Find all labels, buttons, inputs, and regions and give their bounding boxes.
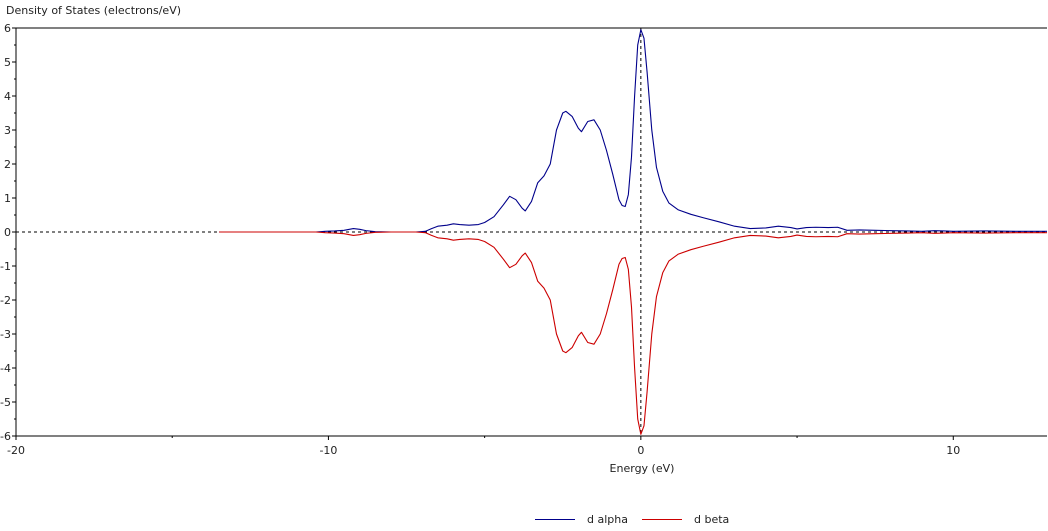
- legend-swatch-d-alpha: [535, 519, 575, 520]
- y-tick-label: -1: [0, 260, 11, 273]
- legend-label-d-beta: d beta: [693, 513, 730, 526]
- x-tick-label: -10: [319, 444, 337, 457]
- y-tick-label: -5: [0, 396, 11, 409]
- y-tick-label: -3: [0, 328, 11, 341]
- y-tick-label: 4: [4, 90, 11, 103]
- series-lines: [219, 29, 1047, 435]
- y-tick-label: -6: [0, 430, 11, 443]
- legend: d alpha d beta: [535, 513, 743, 526]
- series-line-d-alpha: [219, 29, 1047, 233]
- y-tick-label: 0: [4, 226, 11, 239]
- y-tick-label: 6: [4, 22, 11, 35]
- y-tick-label: 2: [4, 158, 11, 171]
- x-axis-title: Energy (eV): [610, 462, 675, 475]
- y-tick-label: -4: [0, 362, 11, 375]
- x-tick-label: -20: [7, 444, 25, 457]
- y-tick-label: 1: [4, 192, 11, 205]
- y-tick-label: 3: [4, 124, 11, 137]
- y-tick-label: -2: [0, 294, 11, 307]
- reference-lines: [16, 28, 1047, 436]
- legend-swatch-d-beta: [641, 519, 682, 520]
- x-tick-label: 10: [946, 444, 960, 457]
- series-line-d-beta: [219, 231, 1047, 435]
- x-tick-label: 0: [637, 444, 644, 457]
- y-tick-label: 5: [4, 56, 11, 69]
- legend-item-d-beta: d beta: [641, 513, 730, 526]
- legend-item-d-alpha: d alpha: [535, 513, 628, 526]
- legend-label-d-alpha: d alpha: [587, 513, 628, 526]
- y-axis-title: Density of States (electrons/eV): [6, 4, 181, 17]
